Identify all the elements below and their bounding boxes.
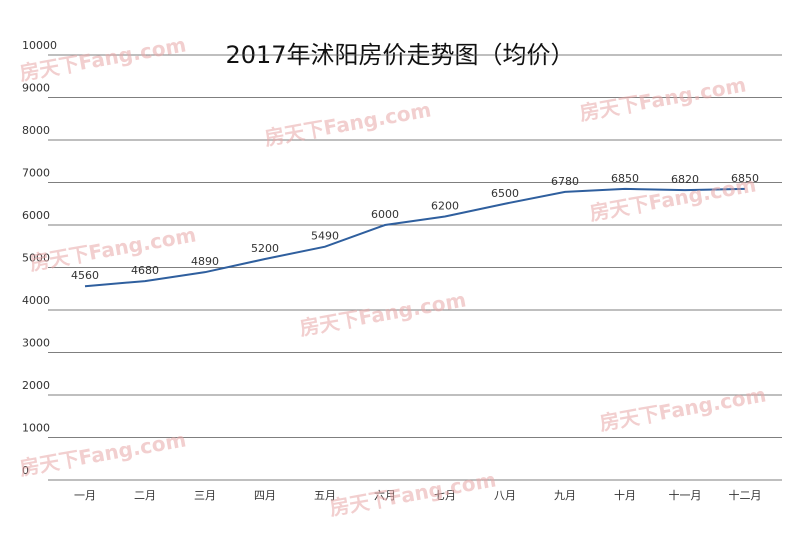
x-tick-label: 三月 [194,489,216,502]
y-tick-label: 5000 [22,252,50,265]
x-tick-label: 四月 [254,489,276,502]
y-tick-label: 1000 [22,422,50,435]
data-label: 4890 [191,255,219,268]
x-tick-label: 九月 [554,489,576,502]
data-label: 6500 [491,187,519,200]
y-tick-label: 0 [22,464,29,477]
y-tick-label: 6000 [22,209,50,222]
x-tick-label: 十月 [614,488,636,502]
y-tick-label: 7000 [22,167,50,180]
y-tick-label: 3000 [22,337,50,350]
data-label: 5200 [251,242,279,255]
data-label: 6820 [671,173,699,186]
x-tick-label: 六月 [374,489,396,502]
data-label: 6000 [371,208,399,221]
data-label: 6780 [551,175,579,188]
data-label: 6850 [731,172,759,185]
data-label: 4560 [71,269,99,282]
data-label: 4680 [131,264,159,277]
data-label: 6200 [431,200,459,213]
y-tick-label: 2000 [22,379,50,392]
x-tick-label: 七月 [434,489,456,502]
y-tick-label: 8000 [22,124,50,137]
x-tick-label: 二月 [134,489,156,502]
x-tick-label: 八月 [494,489,516,502]
line-series [84,187,746,288]
x-tick-label: 十二月 [729,488,762,502]
x-tick-label: 五月 [314,489,336,502]
data-label: 5490 [311,230,339,243]
y-tick-label: 4000 [22,294,50,307]
x-tick-label: 十一月 [669,488,702,502]
data-label: 6850 [611,172,639,185]
y-tick-label: 10000 [22,39,57,52]
y-tick-label: 9000 [22,82,50,95]
x-tick-label: 一月 [74,489,96,502]
